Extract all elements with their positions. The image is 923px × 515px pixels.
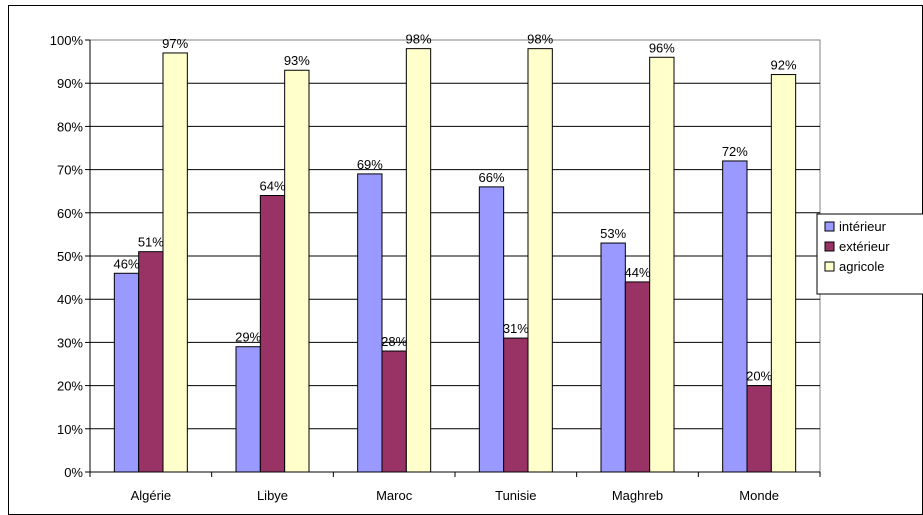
data-label: 72% — [722, 144, 748, 159]
bar-extérieur-Algérie — [138, 251, 164, 473]
data-label: 98% — [527, 32, 553, 47]
data-label: 44% — [624, 265, 650, 280]
legend-swatch — [824, 261, 835, 272]
data-label: 96% — [649, 40, 675, 55]
bar-agricole-Libye — [284, 69, 310, 473]
bar-agricole-Monde — [770, 74, 797, 473]
bar-intérieur-Maroc — [357, 173, 383, 473]
bar-extérieur-Monde — [746, 385, 772, 473]
bar-agricole-Algérie — [162, 52, 188, 473]
data-label: 28% — [381, 334, 407, 349]
data-label: 20% — [746, 369, 772, 384]
y-tick-label: 20% — [57, 379, 83, 394]
y-tick-label: 40% — [57, 292, 83, 307]
bar-intérieur-Monde — [722, 160, 748, 473]
x-axis: Algérie Libye Maroc Tunisie Maghreb Monde — [89, 471, 821, 503]
data-label: 92% — [770, 58, 796, 73]
bar-agricole-Tunisie — [527, 48, 553, 473]
data-label: 51% — [138, 235, 164, 250]
bar-intérieur-Algérie — [113, 272, 140, 473]
y-tick-label: 90% — [57, 76, 83, 91]
x-tick-label: Algérie — [131, 488, 171, 503]
gridlines — [90, 82, 820, 430]
data-label: 53% — [600, 226, 626, 241]
x-tick-label: Maroc — [376, 488, 413, 503]
legend-swatch — [824, 241, 835, 252]
bar-agricole-Maghreb — [649, 56, 675, 473]
bar-extérieur-Maroc — [381, 350, 407, 473]
legend-label: intérieur — [839, 219, 887, 234]
data-label: 93% — [284, 53, 310, 68]
bar-intérieur-Maghreb — [600, 242, 626, 473]
bar-intérieur-Libye — [235, 346, 261, 473]
data-label: 31% — [503, 321, 529, 336]
y-tick-label: 50% — [57, 249, 83, 264]
data-label: 66% — [478, 170, 504, 185]
x-tick-label: Maghreb — [612, 488, 663, 503]
data-labels: 46% 51% 97% 29% 64% 93% 69% 28% 98% 66% 31% 98% 53% 4… — [113, 32, 796, 384]
data-label: 69% — [357, 157, 383, 172]
data-label: 97% — [162, 36, 188, 51]
legend-label: agricole — [839, 259, 885, 274]
x-tick-label: Monde — [739, 488, 779, 503]
data-label: 64% — [259, 179, 285, 194]
bar-intérieur-Tunisie — [478, 186, 505, 473]
legend-swatch — [824, 221, 835, 232]
data-label: 46% — [113, 256, 139, 271]
y-tick-label: 70% — [57, 163, 83, 178]
legend: intérieur extérieur agricole — [816, 213, 923, 295]
x-tick-label: Libye — [257, 488, 288, 503]
y-tick-label: 0% — [64, 465, 83, 480]
bar-extérieur-Tunisie — [503, 337, 529, 473]
y-tick-label: 100% — [50, 33, 84, 48]
bar-extérieur-Maghreb — [624, 281, 651, 473]
y-tick-label: 30% — [57, 335, 83, 350]
legend-box — [816, 213, 923, 295]
legend-label: extérieur — [839, 239, 890, 254]
bar-agricole-Maroc — [405, 48, 432, 473]
y-axis: 0% 10% 20% 30% 40% 50% 60% 70% 80% 90% 100% — [50, 33, 91, 480]
bars — [113, 48, 797, 473]
data-label: 29% — [235, 330, 261, 345]
y-tick-label: 60% — [57, 206, 83, 221]
y-tick-label: 80% — [57, 119, 83, 134]
data-label: 98% — [405, 32, 431, 47]
x-tick-label: Tunisie — [495, 488, 536, 503]
y-tick-label: 10% — [57, 422, 83, 437]
bar-extérieur-Libye — [259, 195, 286, 473]
